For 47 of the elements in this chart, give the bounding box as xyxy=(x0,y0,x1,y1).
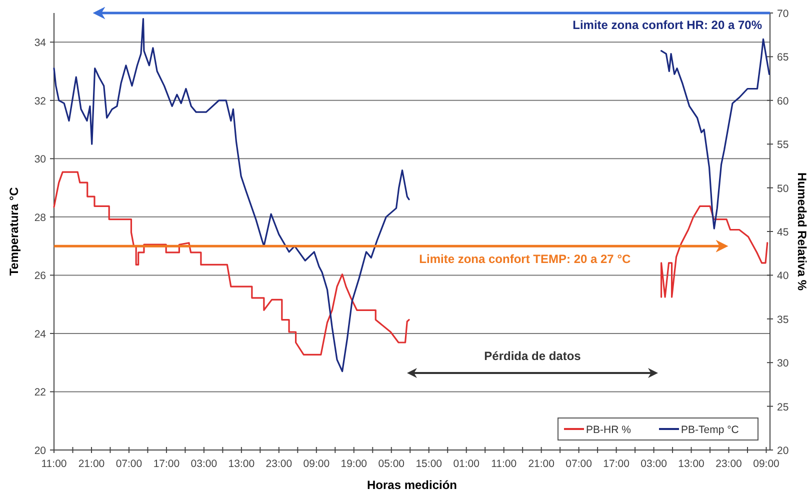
x-tick-label: 11:00 xyxy=(41,458,67,470)
y-tick-label: 26 xyxy=(34,270,46,282)
x-tick-label: 17:00 xyxy=(603,458,630,470)
y2-tick-label: 20 xyxy=(777,445,789,457)
x-tick-label: 17:00 xyxy=(153,458,180,470)
y2-tick-label: 55 xyxy=(777,139,789,152)
legend-label: PB-HR % xyxy=(586,424,631,436)
y-tick-label: 20 xyxy=(34,445,46,457)
x-tick-label: 09:00 xyxy=(753,458,780,470)
y-tick-label: 28 xyxy=(34,212,46,224)
x-tick-label: 01:00 xyxy=(453,458,480,470)
y-tick-label: 22 xyxy=(34,386,46,399)
y-tick-label: 34 xyxy=(34,37,46,50)
x-tick-label: 07:00 xyxy=(566,458,592,470)
x-tick-label: 07:00 xyxy=(116,458,142,470)
x-tick-label: 03:00 xyxy=(640,458,668,470)
y-tick-label: 24 xyxy=(34,328,46,340)
x-tick-label: 13:00 xyxy=(678,458,705,470)
y-tick-label: 32 xyxy=(34,95,46,108)
legend-label: PB-Temp °C xyxy=(681,424,740,436)
x-tick-label: 05:00 xyxy=(378,458,405,470)
y2-tick-label: 35 xyxy=(777,314,789,326)
x-axis-title: Horas medición xyxy=(366,478,458,492)
x-tick-label: 11:00 xyxy=(491,458,517,470)
y2-tick-label: 30 xyxy=(777,358,789,370)
y2-tick-label: 45 xyxy=(777,226,789,238)
y-axis-title: Temperatura °C xyxy=(7,186,21,276)
annotation: Pérdida de datos xyxy=(484,349,582,363)
y2-tick-label: 70 xyxy=(777,8,789,20)
x-tick-label: 13:00 xyxy=(228,458,255,470)
y2-tick-label: 60 xyxy=(777,95,789,108)
y-tick-label: 30 xyxy=(34,154,46,166)
y2-tick-label: 25 xyxy=(777,401,789,414)
ref-line-label: Limite zona confort HR: 20 a 70% xyxy=(572,18,762,32)
y2-tick-label: 65 xyxy=(777,52,789,64)
x-tick-label: 23:00 xyxy=(716,458,742,470)
y2-axis-title: Humedad Relativa % xyxy=(795,172,809,291)
x-tick-label: 09:00 xyxy=(303,458,330,470)
x-tick-label: 23:00 xyxy=(266,458,292,470)
y2-tick-label: 40 xyxy=(777,270,789,282)
x-tick-label: 15:00 xyxy=(416,458,442,470)
x-tick-label: 21:00 xyxy=(78,458,105,470)
ref-line-label: Limite zona confort TEMP: 20 a 27 °C xyxy=(419,252,631,266)
y2-tick-label: 50 xyxy=(777,182,789,195)
x-tick-label: 19:00 xyxy=(340,458,368,470)
x-tick-label: 21:00 xyxy=(528,458,555,470)
x-tick-label: 03:00 xyxy=(190,458,218,470)
